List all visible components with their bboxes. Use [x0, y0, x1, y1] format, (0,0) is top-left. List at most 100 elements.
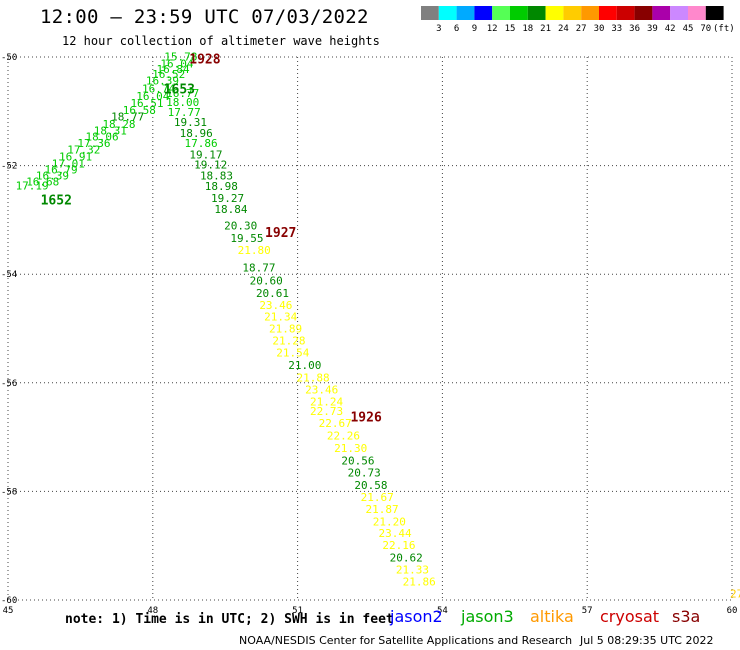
- scale-swatch: [670, 6, 688, 20]
- wave-height-label: 20.60: [250, 275, 283, 288]
- scale-swatch: [456, 6, 475, 20]
- wave-height-label: 16.68: [26, 175, 59, 188]
- scale-swatch: [581, 6, 599, 20]
- pass-time-label: 1927: [265, 226, 296, 241]
- wave-height-label: 16.04: [136, 90, 169, 103]
- wave-height-label: 17.01: [52, 157, 85, 170]
- wave-height-label: 22.26: [327, 429, 360, 442]
- axis-labels: 45 48 51 54 57 60 -50 -52 -54 -56 -58 -60: [1, 53, 737, 616]
- wave-height-label: 22.16: [382, 539, 415, 552]
- scale-label: 21: [540, 24, 551, 34]
- scale-swatch: [421, 6, 439, 20]
- wave-height-label: 21.30: [334, 442, 367, 455]
- wave-height-label: 21.67: [361, 491, 394, 504]
- wave-height-color-scale: 3 6 9 12 15 18 21 24 27 30 33 36 39 42 45 70 (ft): [421, 6, 735, 34]
- legend-altika: altika: [530, 607, 574, 626]
- wave-height-label: 21.88: [296, 371, 329, 384]
- wave-height-label: 19.31: [174, 116, 207, 129]
- pass-time-label: 1928: [189, 53, 220, 68]
- wave-height-label: 23.46: [305, 383, 338, 396]
- scale-swatch: [438, 6, 457, 20]
- scale-label: 15: [505, 24, 516, 34]
- map-subtitle: 12 hour collection of altimeter wave hei…: [62, 34, 380, 48]
- lon-tick-label: 51: [292, 606, 303, 616]
- lon-tick-label: 60: [727, 606, 738, 616]
- wave-height-label: 16.91: [59, 150, 92, 163]
- lat-tick-label: -52: [1, 162, 17, 172]
- wave-height-label: 20.30: [224, 219, 257, 232]
- wave-height-label: 17.19: [16, 180, 49, 193]
- pass-time-labels: 1928 1653 1652 1927 1926: [41, 53, 382, 426]
- lat-tick-label: -56: [1, 379, 17, 389]
- wave-height-label: 15.78: [164, 50, 197, 63]
- footer-note: note: 1) Time is in UTC; 2) SWH is in fe…: [65, 612, 394, 627]
- wave-height-label: 21.34: [264, 311, 297, 324]
- scale-swatch: [652, 6, 671, 20]
- wave-height-label: 16.39: [146, 74, 179, 87]
- lat-tick-label: -54: [1, 270, 17, 280]
- scale-label: 30: [594, 24, 605, 34]
- scale-label: 24: [558, 24, 569, 34]
- legend-s3a: s3a: [672, 607, 701, 626]
- timestamp-text: Jul 5 08:29:35 UTC 2022: [580, 634, 714, 647]
- wave-height-label: 18.00: [166, 96, 199, 109]
- wave-height-label: 22.73: [310, 405, 343, 418]
- pass-time-label: 1926: [350, 410, 381, 425]
- scale-label: 3: [436, 24, 441, 34]
- legend-jason3: jason3: [461, 607, 514, 626]
- scale-swatch: [634, 6, 653, 20]
- scale-label: 18: [522, 24, 533, 34]
- wave-height-label: 20.58: [354, 479, 387, 492]
- wave-height-label: 16.84: [157, 63, 190, 76]
- wave-height-label: 18.98: [205, 180, 238, 193]
- credit-text: NOAA/NESDIS Center for Satellite Applica…: [239, 634, 573, 647]
- wave-height-label: 17.77: [168, 106, 201, 119]
- scale-label: 36: [629, 24, 640, 34]
- wave-height-label: 21.28: [272, 334, 305, 347]
- wave-height-label: 17.86: [185, 137, 218, 150]
- wave-height-label: 21.20: [373, 515, 406, 528]
- pass-time-label: 1653: [164, 82, 195, 97]
- map-grid: [7, 56, 733, 601]
- wave-height-label: 16.51: [130, 97, 163, 110]
- wave-height-label: 16.58: [123, 104, 156, 117]
- scale-swatch: [545, 6, 564, 20]
- wave-height-label: 18.84: [214, 203, 247, 216]
- legend-cryosat: cryosat: [600, 607, 660, 626]
- lat-tick-label: -50: [1, 53, 17, 63]
- lat-tick-label: -58: [1, 487, 17, 497]
- wave-height-label: 21.87: [366, 503, 399, 516]
- lon-tick-label: 54: [437, 606, 448, 616]
- scale-label: 12: [487, 24, 498, 34]
- scale-label: 42: [665, 24, 676, 34]
- wave-height-label: 19.27: [211, 192, 244, 205]
- wave-height-label: 18.77: [242, 262, 275, 275]
- wave-height-label: 20.61: [256, 287, 289, 300]
- altimeter-tracks: 17.1916.6816.3916.7917.0116.9117.3217.36…: [16, 50, 740, 600]
- wave-height-label: 18.28: [102, 118, 135, 131]
- wave-height-label: 21.00: [288, 359, 321, 372]
- wave-height-label: 16.52: [152, 68, 185, 81]
- wave-height-label: 16.39: [36, 169, 69, 182]
- lon-tick-label: 48: [147, 606, 158, 616]
- wave-height-label: 23.44: [379, 527, 412, 540]
- wave-height-label: 21.89: [269, 323, 302, 336]
- wave-height-label: 22.67: [319, 417, 352, 430]
- lon-tick-label: 57: [582, 606, 593, 616]
- scale-swatch: [599, 6, 617, 20]
- lon-tick-label: 45: [3, 606, 14, 616]
- wave-height-label: 18.06: [86, 130, 119, 143]
- pass-time-label: 1652: [41, 193, 72, 208]
- wave-height-label: 18.31: [94, 124, 127, 137]
- scale-swatch: [705, 6, 724, 20]
- scale-swatch: [527, 6, 546, 20]
- lat-tick-label: -60: [1, 596, 17, 606]
- wave-height-label: 16.79: [45, 163, 78, 176]
- wave-height-label: 18.83: [200, 169, 233, 182]
- wave-height-label: 21.24: [310, 395, 343, 408]
- legend-jason2: jason2: [390, 607, 443, 626]
- scale-label: 45: [683, 24, 694, 34]
- scale-swatch: [474, 6, 493, 20]
- wave-height-label: 17.36: [77, 137, 110, 150]
- scale-swatch: [616, 6, 635, 20]
